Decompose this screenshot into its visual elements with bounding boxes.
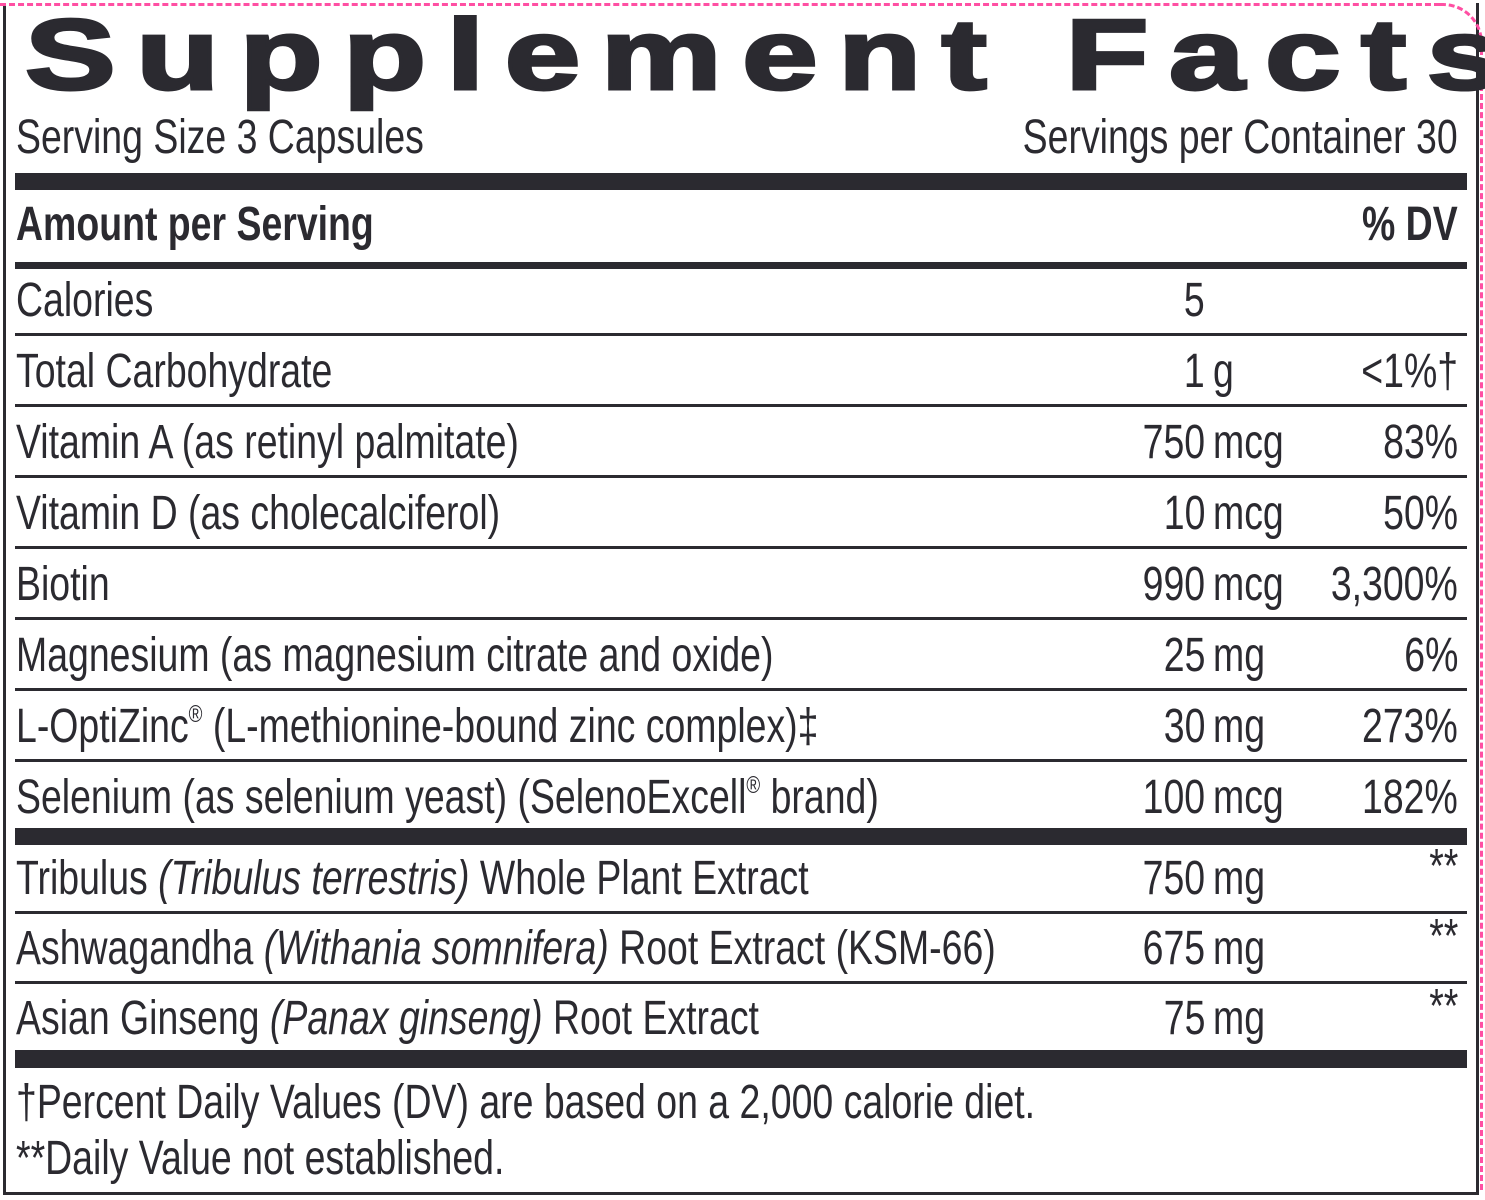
label-frame	[3, 3, 1479, 1195]
name-segment: Vitamin D (as cholecalciferol)	[16, 487, 501, 540]
daily-value: **	[1428, 910, 1458, 963]
name-segment: Selenium (as selenium yeast) (SelenoExce…	[16, 771, 747, 824]
row-divider	[15, 617, 1467, 620]
amount-header: Amount per Serving	[16, 198, 374, 251]
amount-unit: mg	[1213, 700, 1266, 753]
registered-mark: ®	[746, 772, 761, 799]
registered-mark: ®	[188, 701, 203, 728]
dieline-right	[1480, 40, 1483, 1190]
footnote-not-established: **Daily Value not established.	[16, 1132, 505, 1185]
name-segment: Calories	[16, 274, 154, 327]
daily-value: 83%	[1383, 416, 1458, 469]
nutrient-name: Selenium (as selenium yeast) (SelenoExce…	[16, 770, 879, 826]
servings-per-container: Servings per Container 30	[1023, 111, 1458, 164]
thick-divider	[15, 173, 1467, 190]
amount-unit: mcg	[1213, 558, 1284, 611]
nutrient-name: Tribulus (Tribulus terrestris) Whole Pla…	[16, 851, 809, 907]
row-divider	[15, 911, 1467, 914]
daily-value: **	[1428, 840, 1458, 893]
amount-unit: mg	[1213, 992, 1266, 1045]
row-divider	[15, 981, 1467, 984]
amount-unit: mg	[1213, 629, 1266, 682]
nutrient-name: Vitamin A (as retinyl palmitate)	[16, 415, 519, 471]
name-segment: Whole Plant Extract	[469, 852, 809, 905]
name-segment: Vitamin A (as retinyl palmitate)	[16, 416, 519, 469]
row-divider	[15, 546, 1467, 549]
thick-divider	[15, 1050, 1467, 1068]
amount-number: 675	[1142, 922, 1205, 975]
name-segment: Root Extract (KSM-66)	[608, 922, 996, 975]
daily-value: 273%	[1362, 700, 1458, 753]
dieline-top	[0, 3, 1440, 6]
amount-unit: mcg	[1213, 416, 1284, 469]
name-segment: Magnesium (as magnesium citrate and oxid…	[16, 629, 774, 682]
amount-number: 25	[1163, 629, 1205, 682]
amount-unit: mcg	[1213, 487, 1284, 540]
name-segment: Total Carbohydrate	[16, 345, 333, 398]
name-segment: brand)	[760, 771, 879, 824]
amount-number: 10	[1163, 487, 1205, 540]
amount-number: 5	[1184, 274, 1205, 327]
label-title: Supplement Facts	[23, 0, 1485, 112]
name-segment: Asian Ginseng	[16, 992, 270, 1045]
row-divider	[15, 688, 1467, 691]
row-divider	[15, 759, 1467, 762]
nutrient-name: L-OptiZinc® (L-methionine-bound zinc com…	[16, 699, 818, 755]
name-segment: Biotin	[16, 558, 110, 611]
nutrient-name: Ashwagandha (Withania somnifera) Root Ex…	[16, 921, 996, 977]
medium-divider	[15, 262, 1467, 269]
nutrient-name: Biotin	[16, 557, 110, 613]
amount-unit: mg	[1213, 852, 1266, 905]
row-divider	[15, 333, 1467, 336]
daily-value: **	[1428, 980, 1458, 1033]
name-segment: Tribulus	[16, 852, 159, 905]
dv-header: % DV	[1362, 198, 1458, 251]
daily-value: <1%†	[1361, 345, 1458, 398]
amount-number: 75	[1163, 992, 1205, 1045]
amount-unit: mg	[1213, 922, 1266, 975]
name-segment: (Tribulus terrestris)	[158, 852, 470, 905]
amount-number: 30	[1163, 700, 1205, 753]
amount-number: 1	[1184, 345, 1205, 398]
name-segment: L-OptiZinc	[16, 700, 189, 753]
name-segment: (Withania somnifera)	[263, 922, 609, 975]
daily-value: 50%	[1383, 487, 1458, 540]
name-segment: Ashwagandha	[16, 922, 264, 975]
name-segment: (L-methionine-bound zinc complex)‡	[202, 700, 819, 753]
name-segment: (Panax ginseng)	[269, 992, 543, 1045]
amount-unit: g	[1213, 345, 1234, 398]
footnote-dv: †Percent Daily Values (DV) are based on …	[16, 1076, 1036, 1129]
amount-number: 750	[1142, 416, 1205, 469]
nutrient-name: Magnesium (as magnesium citrate and oxid…	[16, 628, 773, 684]
nutrient-name: Vitamin D (as cholecalciferol)	[16, 486, 500, 542]
nutrient-name: Asian Ginseng (Panax ginseng) Root Extra…	[16, 991, 759, 1047]
nutrient-name: Total Carbohydrate	[16, 344, 332, 400]
amount-number: 100	[1142, 771, 1205, 824]
serving-size: Serving Size 3 Capsules	[16, 111, 424, 164]
thick-divider	[15, 828, 1467, 845]
daily-value: 3,300%	[1331, 558, 1458, 611]
row-divider	[15, 404, 1467, 407]
name-segment: Root Extract	[542, 992, 759, 1045]
amount-number: 990	[1142, 558, 1205, 611]
amount-number: 750	[1142, 852, 1205, 905]
nutrient-name: Calories	[16, 273, 153, 329]
daily-value: 6%	[1403, 629, 1458, 682]
daily-value: 182%	[1362, 771, 1458, 824]
row-divider	[15, 475, 1467, 478]
amount-unit: mcg	[1213, 771, 1284, 824]
